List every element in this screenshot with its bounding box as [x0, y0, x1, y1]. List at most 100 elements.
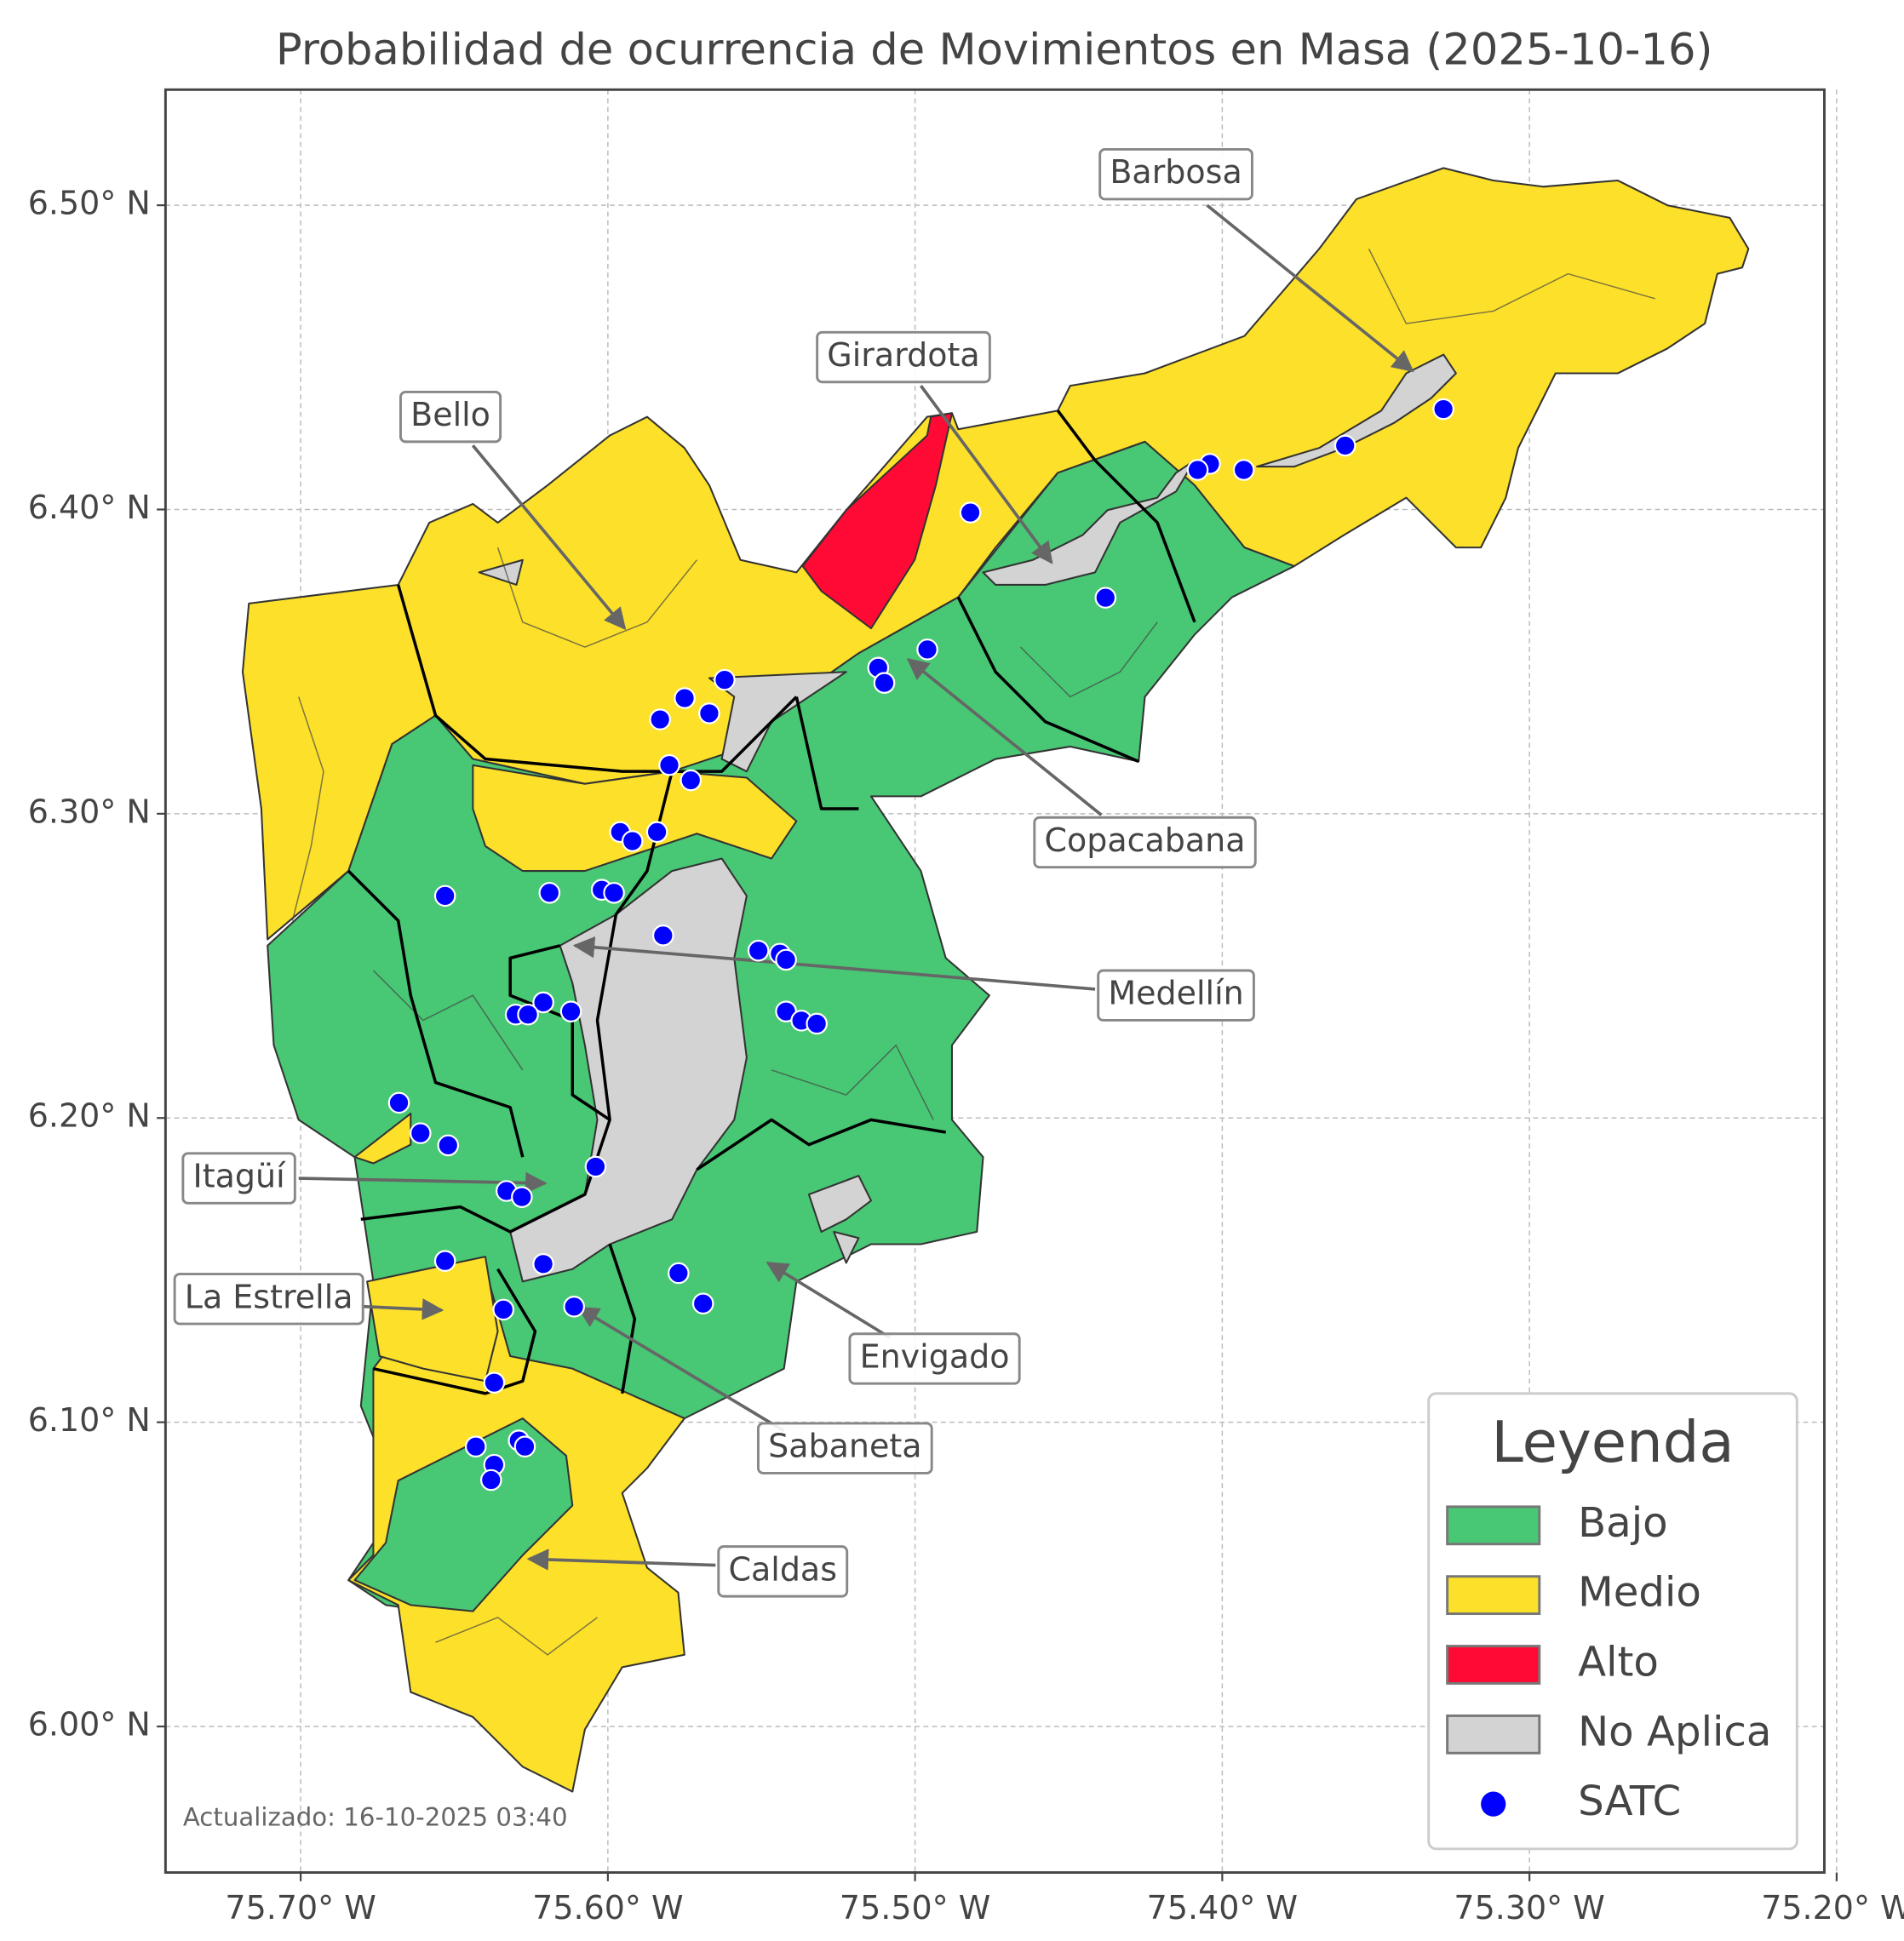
municipal-boundary: [373, 1268, 537, 1395]
region-alto: [801, 412, 954, 630]
annotation-box: [1033, 816, 1257, 869]
satc-point: [691, 1292, 714, 1315]
satc-point: [513, 1435, 536, 1457]
region-no-aplica: [833, 1230, 860, 1264]
annotation-label: Copacabana: [1044, 822, 1245, 859]
annotation-box: [173, 1273, 364, 1325]
legend-label: Bajo: [1578, 1499, 1668, 1547]
region-no-aplica: [1256, 353, 1457, 468]
annotation-label: La Estrella: [185, 1278, 353, 1315]
x-tick-label: 75.40° W: [1147, 1889, 1298, 1927]
satc-point: [621, 830, 644, 852]
satc-point: [1432, 398, 1454, 421]
sub-boundary: [435, 1617, 598, 1656]
sub-boundary: [291, 696, 324, 921]
satc-point: [806, 1012, 828, 1035]
satc-point: [698, 702, 720, 724]
annotation-box: [181, 1152, 296, 1205]
annotation-label: Caldas: [728, 1550, 837, 1588]
legend-swatch: [1446, 1645, 1541, 1685]
annotation-label: Girardota: [827, 336, 979, 374]
y-tick-label: 6.00° N: [28, 1706, 151, 1743]
legend-label: Medio: [1578, 1569, 1701, 1617]
satc-point: [410, 1122, 432, 1144]
points: [387, 398, 1454, 1492]
satc-point: [680, 769, 703, 792]
legend-label: No Aplica: [1578, 1708, 1771, 1755]
annotation-box: [756, 1422, 933, 1474]
satc-point: [563, 1296, 585, 1318]
annotation-label: Sabaneta: [768, 1428, 921, 1465]
sub-boundary: [496, 547, 697, 648]
y-tick-label: 6.40° N: [28, 489, 151, 526]
satc-point: [668, 1262, 690, 1285]
legend: Leyenda Bajo Medio Alto No Aplica SATC: [1427, 1392, 1798, 1851]
annotation-arrows: [298, 203, 1414, 1571]
satc-point: [674, 687, 696, 709]
sub-boundary: [1019, 621, 1158, 698]
region-bajo: [353, 1417, 574, 1612]
municipal-boundary: [794, 696, 859, 810]
satc-point: [532, 1252, 554, 1275]
y-tick-label: 6.10° N: [28, 1401, 151, 1439]
x-tick-label: 75.20° W: [1761, 1889, 1904, 1927]
annotation-label: Medellín: [1108, 975, 1243, 1012]
region-no-aplica: [478, 558, 524, 586]
municipal-boundary: [396, 584, 798, 773]
axes: 75.70° W 75.60° W 75.50° W 75.40° W 75.30° W…: [28, 88, 1904, 1927]
annotation-arrow: [576, 1306, 785, 1433]
satc-point: [652, 925, 674, 947]
annotation-arrow: [766, 1261, 891, 1339]
legend-label: Alto: [1578, 1638, 1659, 1686]
region-bajo: [267, 440, 1295, 1618]
legend-swatch: [1446, 1505, 1541, 1546]
annotation-label: Bello: [410, 396, 490, 433]
satc-point: [658, 753, 680, 776]
municipal-boundary: [696, 1118, 946, 1171]
municipal-boundary: [956, 596, 1139, 764]
legend-swatch: [1446, 1575, 1541, 1616]
region-no-aplica: [807, 1175, 873, 1233]
annotation-arrow: [572, 936, 1096, 991]
satc-point: [873, 672, 896, 694]
satc-point: [714, 668, 736, 691]
satc-point: [603, 881, 625, 904]
annotation-box: [848, 1332, 1021, 1385]
legend-title: Leyenda: [1491, 1409, 1734, 1475]
annotation-label: Envigado: [860, 1337, 1010, 1375]
x-tick-label: 75.30° W: [1454, 1889, 1604, 1927]
x-tick-label: 75.60° W: [532, 1889, 683, 1927]
satc-point: [511, 1186, 533, 1208]
satc-point: [584, 1155, 607, 1178]
region-no-aplica: [708, 671, 847, 773]
annotation-box: [1098, 147, 1253, 201]
annotation-box: [816, 330, 991, 384]
y-tick-label: 6.20° N: [28, 1097, 151, 1135]
satc-point: [559, 1000, 582, 1022]
satc-point: [532, 991, 554, 1014]
annotation-box: [399, 390, 502, 444]
annotation-arrow: [471, 444, 627, 631]
municipal-boundary: [360, 770, 674, 1234]
municipal-boundary: [608, 1243, 637, 1394]
satc-point: [538, 881, 561, 904]
satc-point: [1232, 459, 1255, 481]
municipal-boundary: [1056, 409, 1196, 623]
plot-frame: [163, 88, 1826, 1875]
satc-point: [517, 1003, 539, 1026]
annotations: Barbosa Girardota Bello Copacabana Medellín I…: [173, 147, 1257, 1598]
satc-point: [387, 1091, 410, 1114]
satc-point: [645, 821, 668, 844]
region-no-aplica: [509, 857, 748, 1283]
region-medio: [353, 1113, 412, 1165]
satc-point: [1094, 587, 1117, 609]
sub-boundary: [1368, 249, 1655, 324]
annotation-box: [1097, 969, 1255, 1022]
satc-point: [483, 1371, 506, 1394]
map-title: Probabilidad de ocurrencia de Movimiento…: [276, 25, 1713, 75]
legend-swatch: [1446, 1714, 1541, 1755]
municipal-boundary: [347, 869, 525, 1158]
annotation-box: [717, 1545, 849, 1598]
satc-point: [775, 948, 797, 971]
